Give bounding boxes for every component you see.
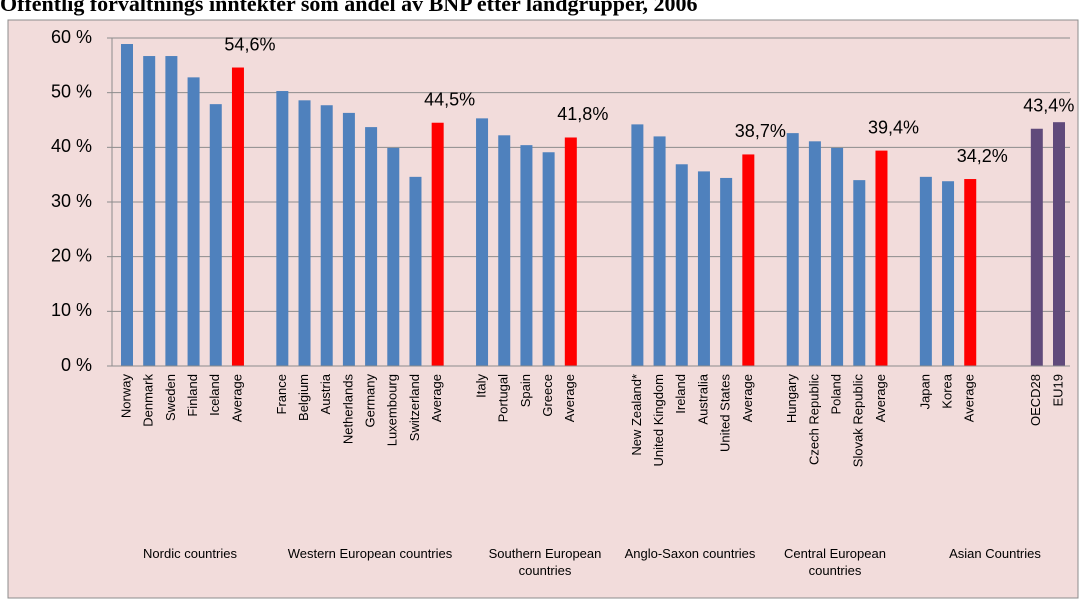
x-tick-label: Denmark [141, 374, 156, 427]
x-tick-label: OECD28 [1028, 374, 1043, 426]
x-tick-label: Average [229, 374, 244, 422]
x-tick-label: Belgium [296, 374, 311, 421]
y-tick-label: 40 % [51, 136, 92, 156]
bar [498, 135, 511, 366]
x-tick-label: Slovak Republic [851, 374, 866, 468]
bar [919, 176, 932, 366]
y-tick-label: 30 % [51, 191, 92, 211]
bar [697, 171, 710, 366]
x-tick-label: Hungary [784, 374, 799, 424]
x-tick-label: Ireland [673, 374, 688, 414]
x-tick-label: France [274, 374, 289, 414]
x-tick-label: Finland [185, 374, 200, 417]
value-label: 41,8% [557, 104, 608, 124]
x-tick-label: Poland [829, 374, 844, 414]
chart-title: Offentlig forvaltnings inntekter som and… [0, 0, 698, 16]
x-tick-label: Italy [473, 374, 488, 398]
bar [808, 141, 821, 366]
x-tick-label: Average [429, 374, 444, 422]
x-tick-label: Luxembourg [385, 374, 400, 446]
bar [542, 152, 555, 366]
bar [187, 77, 200, 367]
bar [476, 118, 489, 366]
x-tick-label: Spain [518, 374, 533, 407]
bar [409, 176, 422, 366]
bar [964, 179, 977, 366]
bar [165, 56, 178, 366]
bar [853, 180, 866, 366]
x-tick-label: Average [873, 374, 888, 422]
y-tick-label: 60 % [51, 27, 92, 47]
bar [720, 177, 733, 366]
group-label: Central European countries [784, 546, 886, 578]
x-tick-label: Portugal [496, 374, 511, 423]
x-tick-label: Germany [363, 374, 378, 428]
x-tick-label: Japan [917, 374, 932, 409]
y-tick-label: 10 % [51, 300, 92, 320]
bar [1053, 122, 1065, 366]
x-tick-label: New Zealand* [629, 374, 644, 456]
value-label: 38,7% [735, 121, 786, 141]
bar [942, 181, 955, 366]
bar [675, 164, 688, 366]
y-tick-label: 50 % [51, 81, 92, 101]
bar [831, 147, 844, 366]
x-tick-label: Switzerland [407, 374, 422, 441]
bar [209, 104, 222, 366]
x-tick-label: Czech Republic [806, 374, 821, 466]
bar [298, 100, 311, 366]
bar [231, 67, 244, 367]
x-tick-label: Greece [540, 374, 555, 417]
bar [342, 112, 355, 366]
bar [1030, 128, 1043, 366]
value-label: 34,2% [957, 146, 1008, 166]
bar [520, 145, 533, 366]
group-label: Western European countries [287, 546, 453, 561]
value-label: 39,4% [868, 117, 919, 137]
x-tick-label: Austria [318, 373, 333, 414]
bar [365, 127, 378, 367]
x-tick-label: Korea [939, 373, 954, 408]
x-tick-label: Average [562, 374, 577, 422]
x-tick-label: Sweden [163, 374, 178, 421]
group-label: Southern European countries [488, 546, 602, 578]
bar [653, 136, 666, 366]
group-label: Asian Countries [949, 546, 1041, 561]
x-tick-label: Average [962, 374, 977, 422]
x-tick-label: United States [718, 374, 733, 453]
bar [875, 150, 888, 366]
bar [786, 133, 799, 366]
bar [121, 44, 133, 366]
value-label: 44,5% [424, 89, 475, 109]
y-tick-label: 20 % [51, 245, 92, 265]
x-tick-label: Netherlands [340, 374, 355, 445]
bar [387, 147, 400, 366]
value-label: 43,4% [1023, 95, 1074, 115]
value-label: 54,6% [224, 34, 275, 54]
bar [742, 154, 755, 366]
y-tick-label: 0 % [61, 355, 92, 375]
x-tick-label: Australia [695, 373, 710, 424]
bar [320, 105, 333, 367]
x-tick-label: Norway [118, 374, 133, 419]
x-tick-label: EU19 [1050, 374, 1065, 407]
group-label: Anglo-Saxon countries [624, 546, 756, 561]
x-tick-label: Iceland [207, 374, 222, 416]
x-tick-label: United Kingdom [651, 374, 666, 467]
x-tick-label: Average [740, 374, 755, 422]
bar [143, 56, 156, 366]
bar [631, 124, 644, 366]
bar [276, 91, 289, 366]
group-label: Nordic countries [143, 546, 237, 561]
bar [564, 137, 577, 366]
bar [431, 122, 444, 366]
